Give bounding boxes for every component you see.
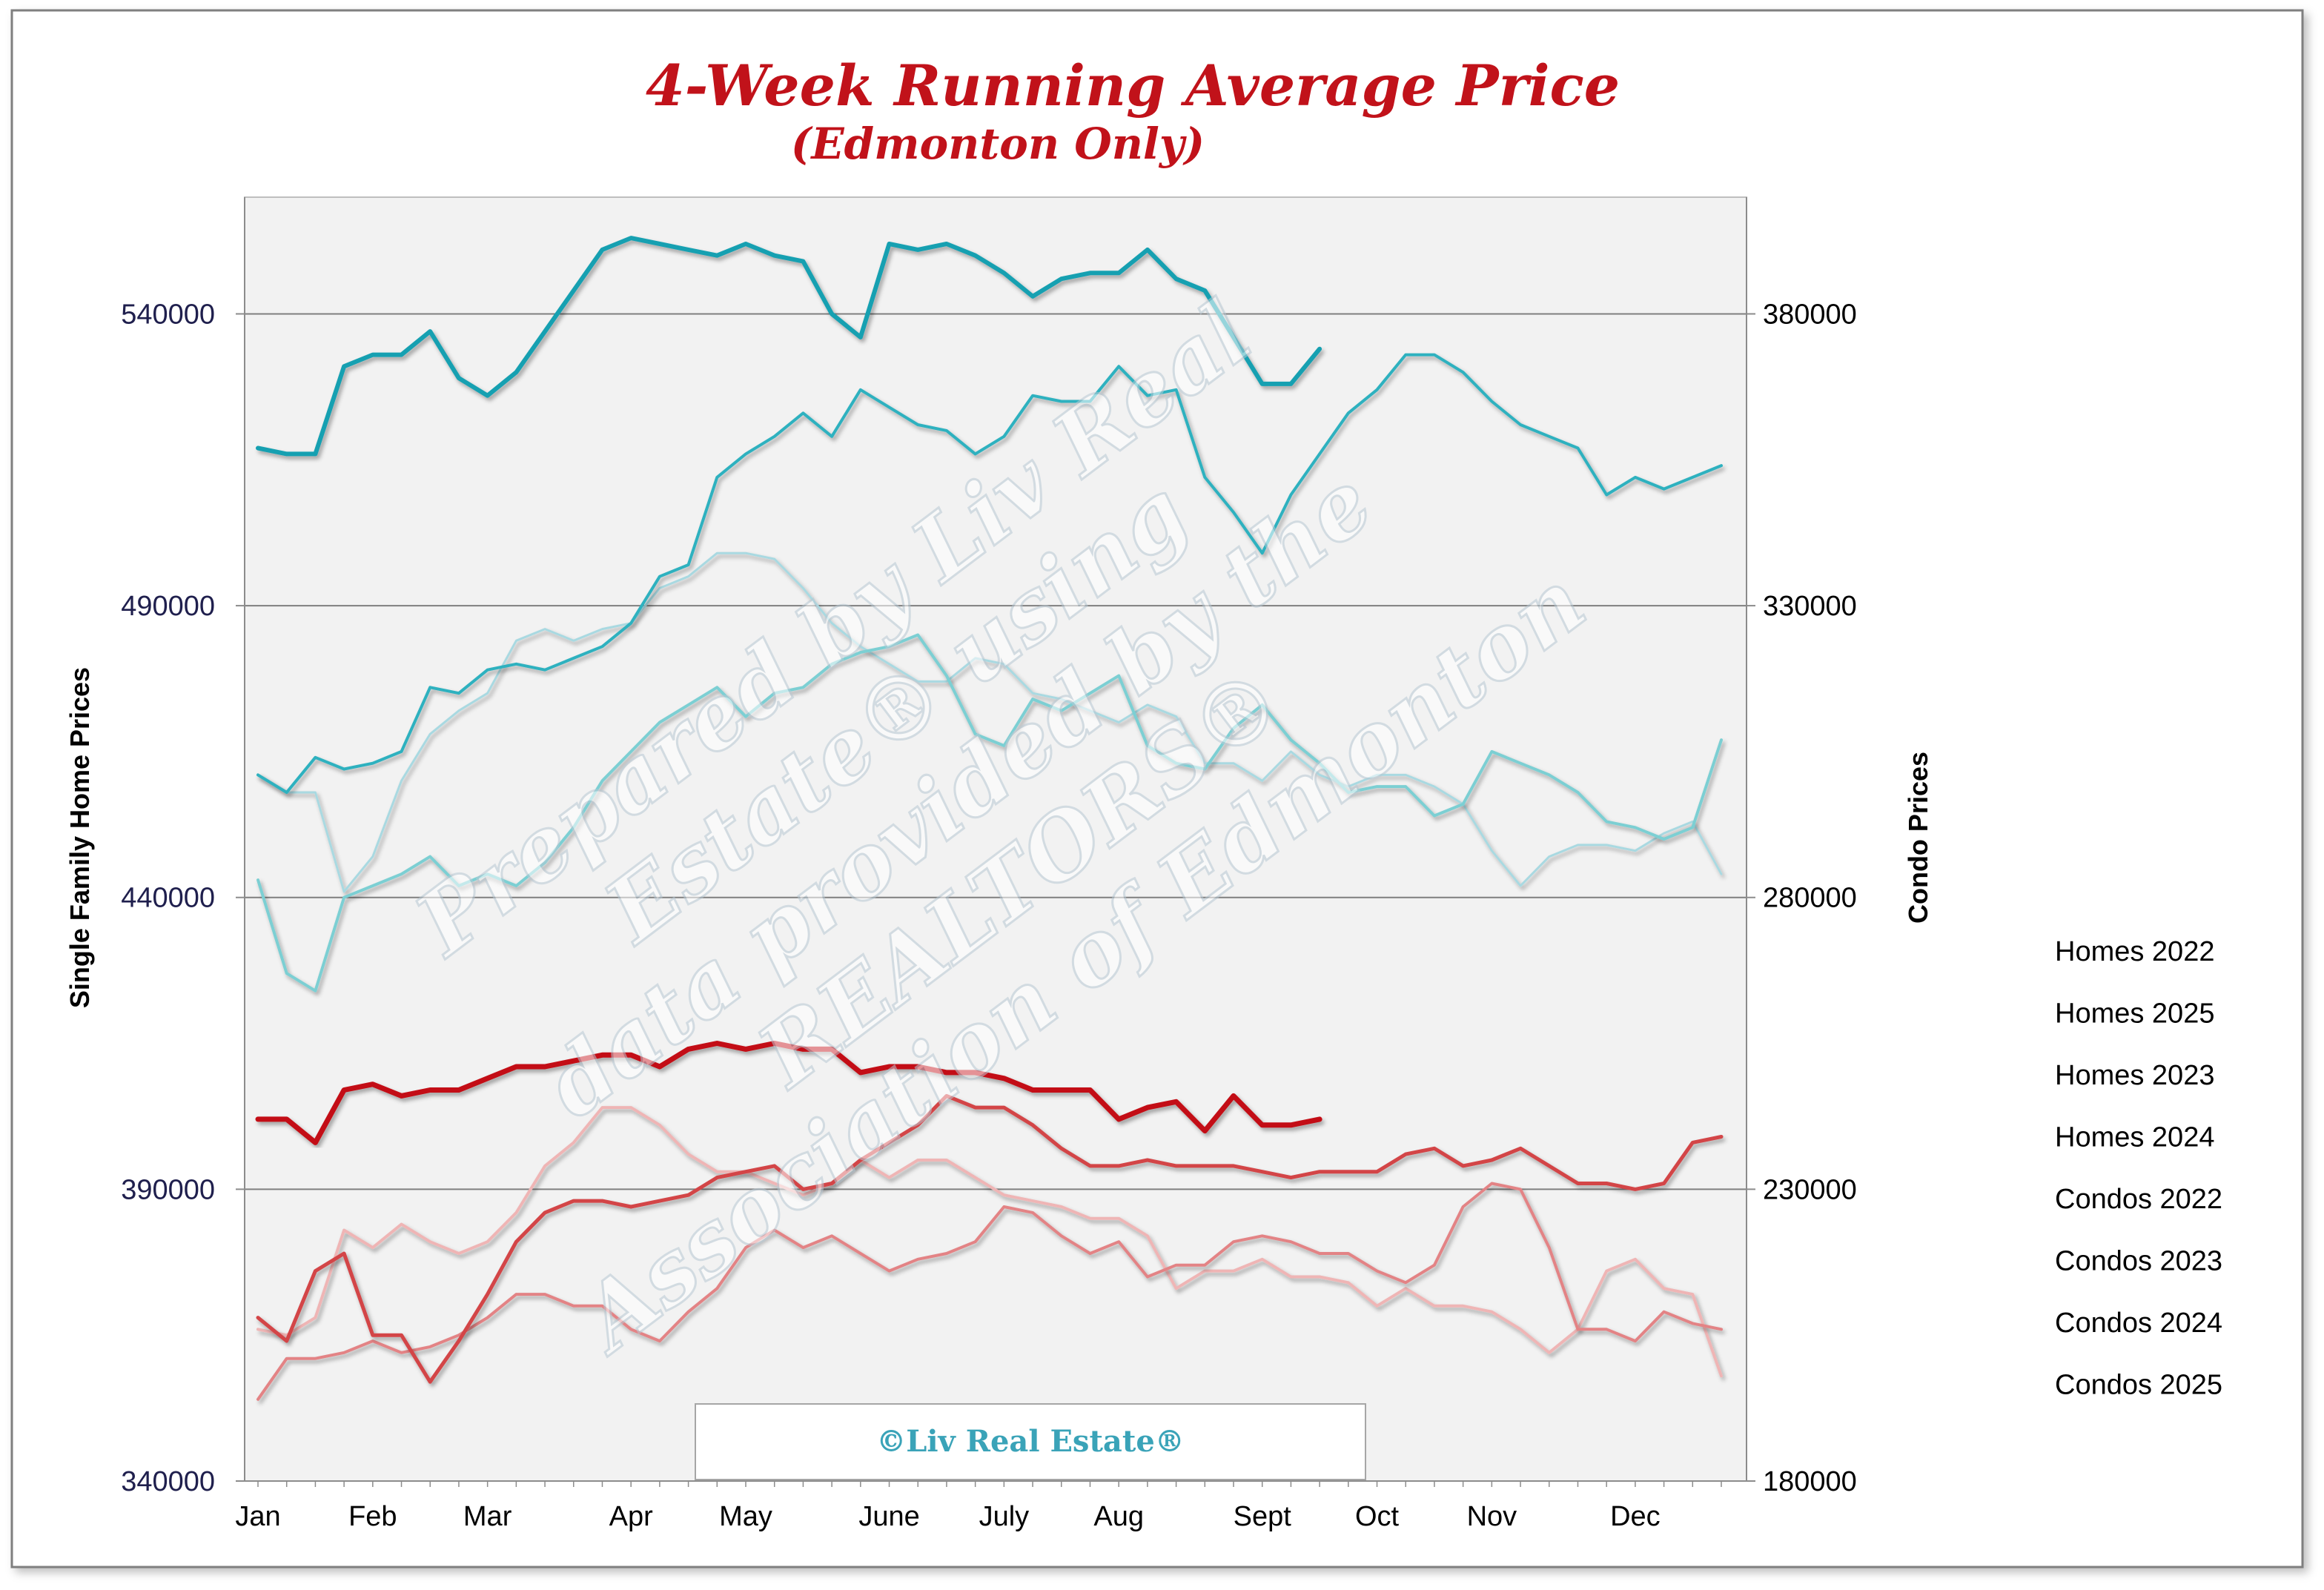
series-line-condos-2024 <box>256 1093 1724 1384</box>
y-axis-right-title: Condo Prices <box>1903 752 1933 924</box>
y-axis-left: 340000 390000 440000 490000 540000 <box>121 299 245 1497</box>
x-tick-label: Dec <box>1610 1501 1661 1532</box>
series-line-homes-2023 <box>256 633 1723 993</box>
legend-label: Condos 2025 <box>2055 1370 2222 1401</box>
x-tick-label: May <box>719 1501 772 1532</box>
y-right-tick-label: 330000 <box>1763 591 1857 622</box>
y-left-tick-label: 390000 <box>121 1174 215 1205</box>
legend-label: Homes 2022 <box>2055 936 2214 967</box>
x-tick-label: Oct <box>1355 1501 1400 1532</box>
x-tick-label: Aug <box>1093 1501 1144 1532</box>
x-tick-label: Nov <box>1467 1501 1517 1532</box>
chart-subtitle: (Edmonton Only) <box>791 119 1205 169</box>
legend-label: Condos 2023 <box>2055 1246 2222 1277</box>
series-line-homes-2025 <box>256 236 1322 457</box>
series-line-condos-2022 <box>256 1106 1723 1378</box>
y-axis-left-title: Single Family Home Prices <box>64 667 95 1008</box>
x-tick-label: Feb <box>348 1501 397 1532</box>
x-tick-label: Apr <box>609 1501 653 1532</box>
legend-label: Homes 2023 <box>2055 1060 2214 1091</box>
legend-label: Homes 2024 <box>2055 1122 2214 1153</box>
legend: Homes 2022 Homes 2025 Homes 2023 Homes 2024… <box>1974 936 2222 1401</box>
x-tick-label: Mar <box>463 1501 512 1532</box>
y-right-tick-label: 280000 <box>1763 883 1857 914</box>
x-axis: Jan Feb Mar Apr May June July Aug Sept Oct Nov Dec <box>235 1481 1722 1532</box>
series-line-homes-2024 <box>256 353 1723 794</box>
series-line-condos-2025 <box>255 1041 1322 1145</box>
y-right-tick-label: 230000 <box>1763 1174 1857 1205</box>
y-left-tick-label: 490000 <box>121 591 215 622</box>
legend-label: Condos 2022 <box>2055 1184 2222 1215</box>
legend-label: Homes 2025 <box>2055 998 2214 1030</box>
y-left-tick-label: 440000 <box>121 883 215 914</box>
series-layer <box>255 236 1724 1401</box>
x-tick-label: Sept <box>1234 1501 1292 1532</box>
series-line-condos-2023 <box>256 1182 1723 1401</box>
y-right-tick-label: 180000 <box>1763 1466 1857 1497</box>
x-tick-label: Jan <box>235 1501 280 1532</box>
y-left-tick-label: 540000 <box>121 299 215 330</box>
legend-label: Condos 2024 <box>2055 1308 2222 1339</box>
chart-title: 4-Week Running Average Price <box>646 53 1620 119</box>
y-right-tick-label: 380000 <box>1763 299 1857 330</box>
y-axis-right: 180000 230000 280000 330000 380000 <box>1747 299 1857 1497</box>
x-tick-label: June <box>858 1501 919 1532</box>
credit-text: ©Liv Real Estate® <box>876 1424 1185 1459</box>
plot-area <box>244 196 1747 1482</box>
y-left-tick-label: 340000 <box>121 1466 215 1497</box>
credit-box <box>695 1403 1366 1480</box>
x-tick-label: July <box>979 1501 1030 1532</box>
